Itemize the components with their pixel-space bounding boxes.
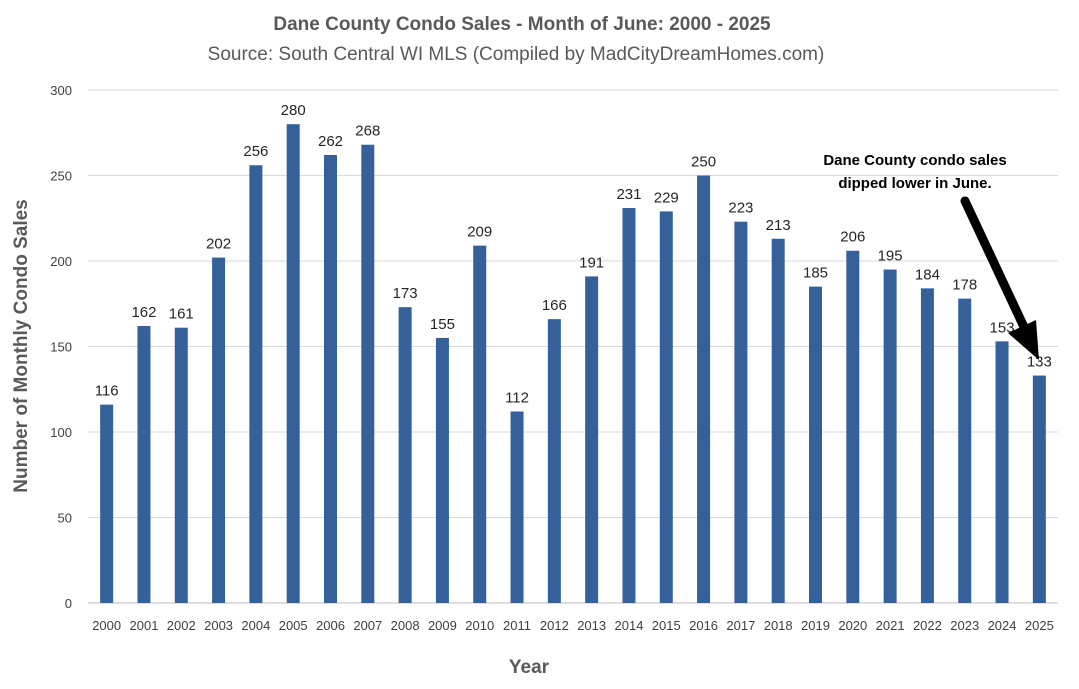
bar-2010 [473, 245, 487, 604]
data-label-2024: 153 [990, 319, 1015, 336]
y-tick-label: 200 [50, 254, 72, 269]
bar-2005 [286, 124, 300, 603]
x-tick-label-2007: 2007 [353, 618, 382, 633]
bar-2000 [100, 404, 114, 603]
y-tick-label: 100 [50, 425, 72, 440]
chart-title: Dane County Condo Sales - Month of June:… [273, 14, 771, 35]
data-labels: 116 162 161 202 256 280 262 268 173 155 209 112 166 1… [95, 102, 1052, 406]
data-label-2020: 206 [840, 229, 865, 246]
data-label-2006: 262 [318, 133, 343, 150]
y-axis-title: Number of Monthly Condo Sales [11, 199, 32, 492]
bars [100, 124, 1046, 604]
bar-2003 [212, 257, 226, 603]
x-tick-label-2010: 2010 [465, 618, 494, 633]
bar-2022 [920, 288, 934, 603]
x-tick-label-2016: 2016 [689, 618, 718, 633]
x-tick-label-2011: 2011 [503, 618, 531, 633]
annotation-line-1: Dane County condo sales [823, 152, 1006, 169]
bar-2019 [809, 286, 822, 603]
data-label-2017: 223 [728, 200, 753, 217]
data-label-2005: 280 [281, 102, 306, 119]
data-label-2008: 173 [393, 285, 418, 302]
x-tick-label-2015: 2015 [652, 618, 681, 633]
bar-2011 [510, 411, 524, 603]
data-label-2014: 231 [616, 186, 641, 203]
bar-2023 [958, 298, 972, 603]
x-tick-label-2009: 2009 [428, 618, 457, 633]
bar-2020 [846, 250, 860, 604]
x-tick-label-2021: 2021 [876, 618, 905, 633]
x-tick-label-2024: 2024 [988, 618, 1017, 633]
bar-2002 [174, 327, 188, 603]
x-tick-label-2006: 2006 [316, 618, 345, 633]
x-tick-label-2019: 2019 [801, 618, 830, 633]
bar-2012 [547, 319, 561, 603]
x-tick-label-2013: 2013 [577, 618, 606, 633]
data-label-2000: 116 [95, 383, 119, 400]
x-tick-label-2003: 2003 [204, 618, 233, 633]
annotation: Dane County condo sales dipped lower in … [823, 152, 1039, 360]
bar-2004 [249, 165, 263, 604]
x-axis-title: Year [509, 657, 550, 678]
data-label-2023: 178 [952, 277, 977, 294]
data-label-2013: 191 [579, 254, 604, 271]
x-tick-label-2014: 2014 [615, 618, 644, 633]
x-tick-label-2012: 2012 [540, 618, 569, 633]
x-tick-label-2004: 2004 [241, 618, 270, 633]
y-tick-label: 250 [50, 169, 72, 184]
annotation-line-2: dipped lower in June. [838, 175, 991, 192]
bar-2016 [697, 175, 711, 603]
bar-2001 [137, 325, 151, 603]
data-label-2009: 155 [430, 316, 455, 333]
y-axis-ticks: 0 50 100 150 200 250 300 [50, 83, 72, 611]
data-label-2010: 209 [467, 224, 492, 241]
data-label-2002: 161 [169, 306, 194, 323]
x-tick-label-2001: 2001 [130, 618, 159, 633]
bar-2018 [771, 238, 785, 603]
x-tick-label-2025: 2025 [1025, 618, 1054, 633]
data-label-2004: 256 [243, 143, 268, 160]
x-tick-label-2002: 2002 [167, 618, 196, 633]
data-label-2016: 250 [691, 154, 716, 171]
bar-2015 [659, 211, 673, 603]
data-label-2011: 112 [505, 389, 529, 406]
bar-2009 [435, 337, 449, 603]
data-label-2003: 202 [206, 236, 231, 253]
x-tick-label-2022: 2022 [913, 618, 942, 633]
data-label-2001: 162 [131, 304, 156, 321]
data-label-2018: 213 [766, 217, 791, 234]
annotation-arrow-shaft [960, 196, 1029, 332]
chart-subtitle: Source: South Central WI MLS (Compiled b… [208, 44, 825, 65]
x-tick-label-2018: 2018 [764, 618, 793, 633]
data-label-2007: 268 [355, 123, 380, 140]
x-tick-label-2000: 2000 [92, 618, 121, 633]
y-tick-label: 0 [65, 596, 72, 611]
y-tick-label: 150 [50, 340, 72, 355]
x-tick-label-2017: 2017 [726, 618, 755, 633]
data-label-2025: 133 [1027, 354, 1052, 371]
x-tick-label-2008: 2008 [391, 618, 420, 633]
bar-2025 [1032, 375, 1046, 603]
data-label-2021: 195 [878, 248, 903, 265]
x-tick-label-2020: 2020 [838, 618, 867, 633]
data-label-2012: 166 [542, 297, 567, 314]
bar-2021 [883, 269, 897, 603]
y-tick-label: 50 [58, 511, 72, 526]
bar-2014 [622, 207, 636, 604]
bar-2006 [324, 154, 337, 604]
bar-2024 [995, 341, 1009, 603]
bar-2017 [734, 221, 748, 604]
bar-2013 [585, 276, 599, 603]
bar-2007 [361, 144, 375, 603]
data-label-2015: 229 [654, 189, 679, 206]
x-tick-label-2005: 2005 [279, 618, 308, 633]
data-label-2019: 185 [803, 265, 828, 282]
bar-2008 [398, 307, 412, 603]
data-label-2022: 184 [915, 266, 940, 283]
x-axis-ticks: 2000 2001 2002 2003 2004 2005 2006 2007 2008 2009… [92, 618, 1054, 633]
x-tick-label-2023: 2023 [950, 618, 979, 633]
annotation-arrow-head [1008, 320, 1039, 360]
y-tick-label: 300 [50, 83, 72, 98]
